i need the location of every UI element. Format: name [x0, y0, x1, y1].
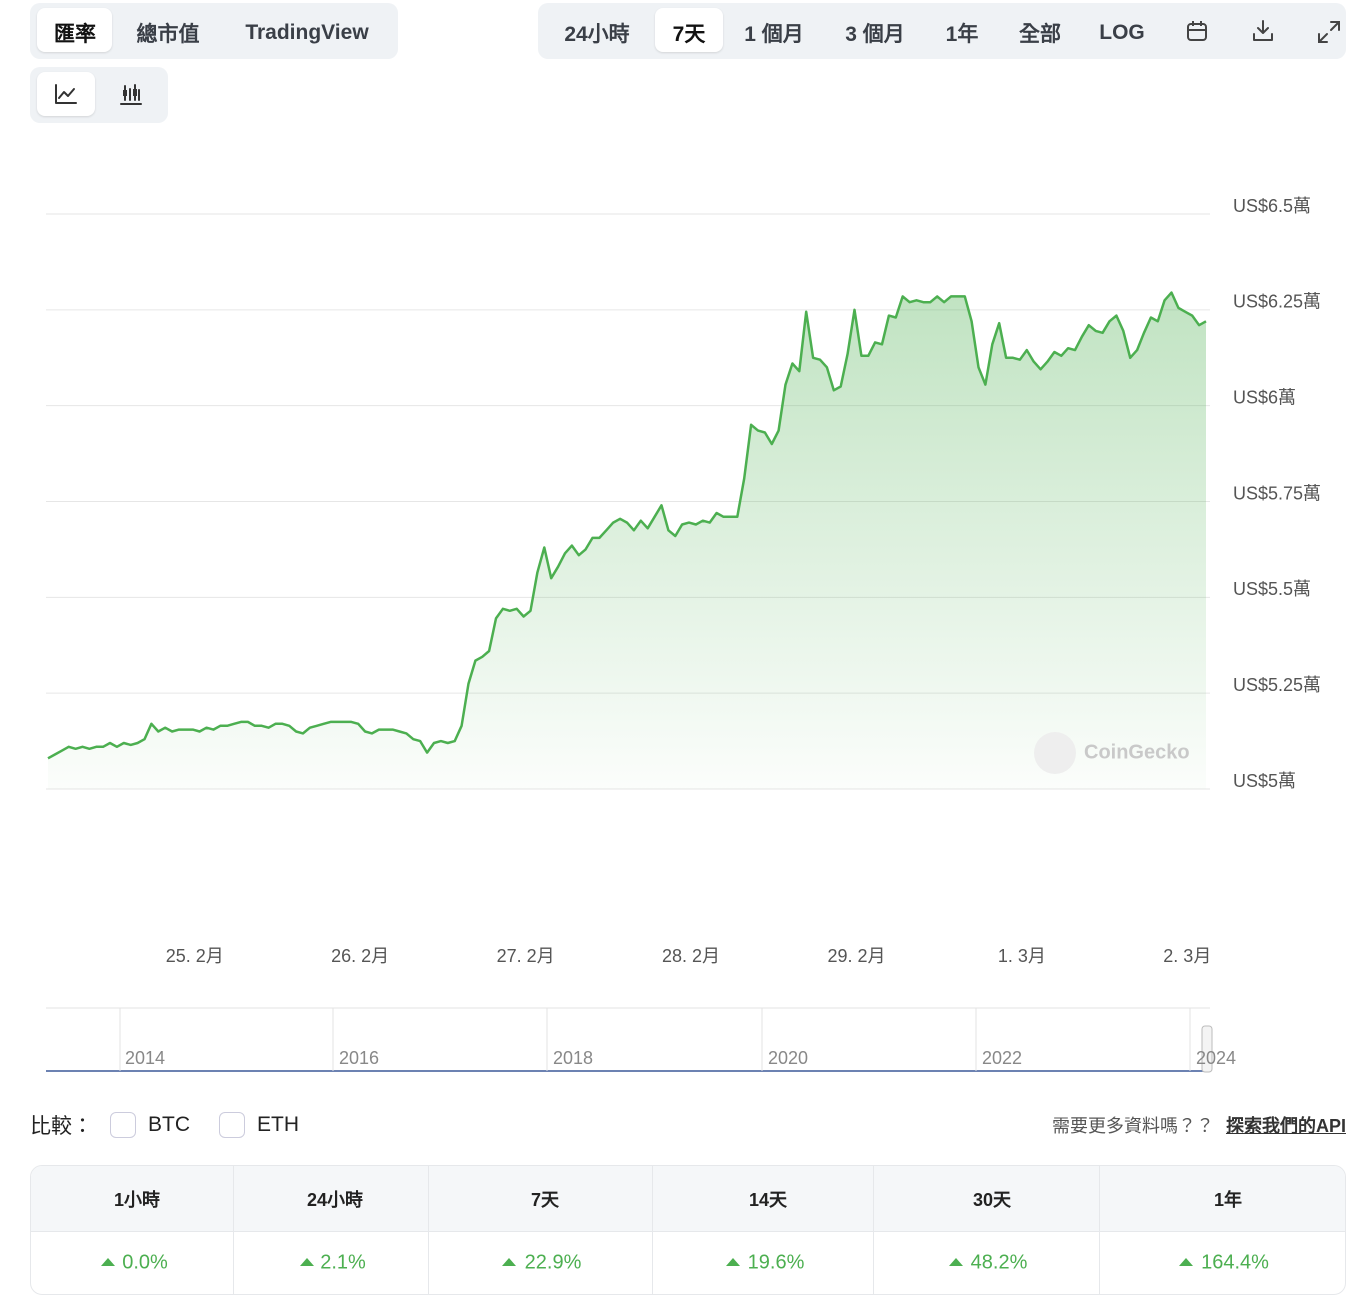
table-header-cell: 14天 — [748, 1190, 788, 1210]
calendar-icon[interactable] — [1186, 20, 1208, 42]
y-tick-label: US$5.75萬 — [1233, 483, 1321, 503]
x-tick-label: 28. 2月 — [662, 946, 720, 966]
price-line — [47, 291, 1207, 760]
navigator-label: 2020 — [768, 1048, 808, 1068]
table-cell: 22.9% — [524, 1251, 582, 1274]
range-toolbar: 24小時 7天 1 個月 3 個月 1年 全部 LOG — [538, 3, 1346, 59]
area-fill — [48, 292, 1206, 789]
api-prompt: 需要更多資料嗎？？ — [1052, 1116, 1214, 1136]
table-header-cell: 30天 — [972, 1190, 1012, 1210]
y-tick-label: US$5.25萬 — [1233, 675, 1321, 695]
download-icon[interactable] — [1252, 19, 1274, 43]
table-cell: 0.0% — [122, 1251, 168, 1274]
candlestick-icon[interactable] — [119, 82, 143, 106]
navigator-label: 2024 — [1196, 1048, 1236, 1068]
checkbox[interactable] — [219, 1112, 245, 1138]
compare-option[interactable]: BTC — [148, 1113, 190, 1136]
tab[interactable]: TradingView — [245, 21, 369, 44]
x-tick-label: 25. 2月 — [166, 946, 224, 966]
checkbox[interactable] — [110, 1112, 136, 1138]
table-header-cell: 7天 — [530, 1190, 560, 1210]
y-tick-label: US$5萬 — [1233, 771, 1296, 791]
api-link[interactable]: 探索我們的API — [1225, 1116, 1346, 1136]
x-tick-label: 1. 3月 — [998, 946, 1046, 966]
range-button[interactable]: 1年 — [945, 23, 979, 46]
range-button[interactable]: 7天 — [672, 23, 706, 46]
x-tick-label: 2. 3月 — [1163, 946, 1211, 966]
range-button[interactable]: 24小時 — [564, 23, 630, 46]
price-change-table: 1小時 24小時 7天 14天 30天 1年 0.0% 2.1% 22.9% 1… — [30, 1165, 1346, 1295]
navigator-label: 2016 — [339, 1048, 379, 1068]
range-button[interactable]: 3 個月 — [845, 23, 905, 46]
line-chart-icon[interactable] — [54, 83, 78, 105]
x-tick-label: 26. 2月 — [331, 946, 389, 966]
chart: US$5萬 US$5.25萬 US$5.5萬 US$5.75萬 US$6萬 US$6.25… — [46, 196, 1321, 1073]
navigator-label: 2014 — [125, 1048, 165, 1068]
table-cell: 19.6% — [747, 1251, 805, 1274]
x-tick-label: 29. 2月 — [827, 946, 885, 966]
x-tick-label: 27. 2月 — [497, 946, 555, 966]
table-cell: 164.4% — [1201, 1251, 1269, 1274]
watermark-text: CoinGecko — [1084, 741, 1190, 763]
navigator: 2014 2016 2018 2020 2022 2024 — [46, 1007, 1236, 1073]
table-header-cell: 24小時 — [306, 1190, 364, 1210]
active-range-bg — [655, 8, 723, 52]
watermark-logo — [1034, 732, 1076, 774]
tab[interactable]: 總市值 — [136, 23, 200, 46]
range-button[interactable]: 全部 — [1019, 23, 1061, 46]
y-tick-label: US$6萬 — [1233, 387, 1296, 407]
range-button[interactable]: 1 個月 — [744, 23, 804, 46]
chart-style-toggle — [30, 67, 168, 123]
table-header-cell: 1小時 — [113, 1190, 161, 1210]
compare-label: 比較： — [30, 1115, 93, 1138]
y-tick-label: US$6.5萬 — [1233, 196, 1311, 216]
table-cell: 2.1% — [320, 1251, 366, 1274]
range-button[interactable]: LOG — [1099, 21, 1145, 44]
fullscreen-icon[interactable] — [1317, 20, 1341, 44]
y-tick-label: US$6.25萬 — [1233, 292, 1321, 312]
tab[interactable]: 匯率 — [54, 23, 96, 46]
table-cell: 48.2% — [970, 1251, 1028, 1274]
compare-option[interactable]: ETH — [257, 1113, 299, 1136]
watermark: CoinGecko — [1034, 732, 1190, 774]
y-tick-label: US$5.5萬 — [1233, 579, 1311, 599]
navigator-label: 2018 — [553, 1048, 593, 1068]
navigator-label: 2022 — [982, 1048, 1022, 1068]
view-tabs: 匯率 總市值 TradingView — [30, 3, 398, 59]
table-header — [31, 1166, 1345, 1232]
table-header-cell: 1年 — [1213, 1190, 1243, 1210]
active-tab-bg — [37, 8, 112, 52]
